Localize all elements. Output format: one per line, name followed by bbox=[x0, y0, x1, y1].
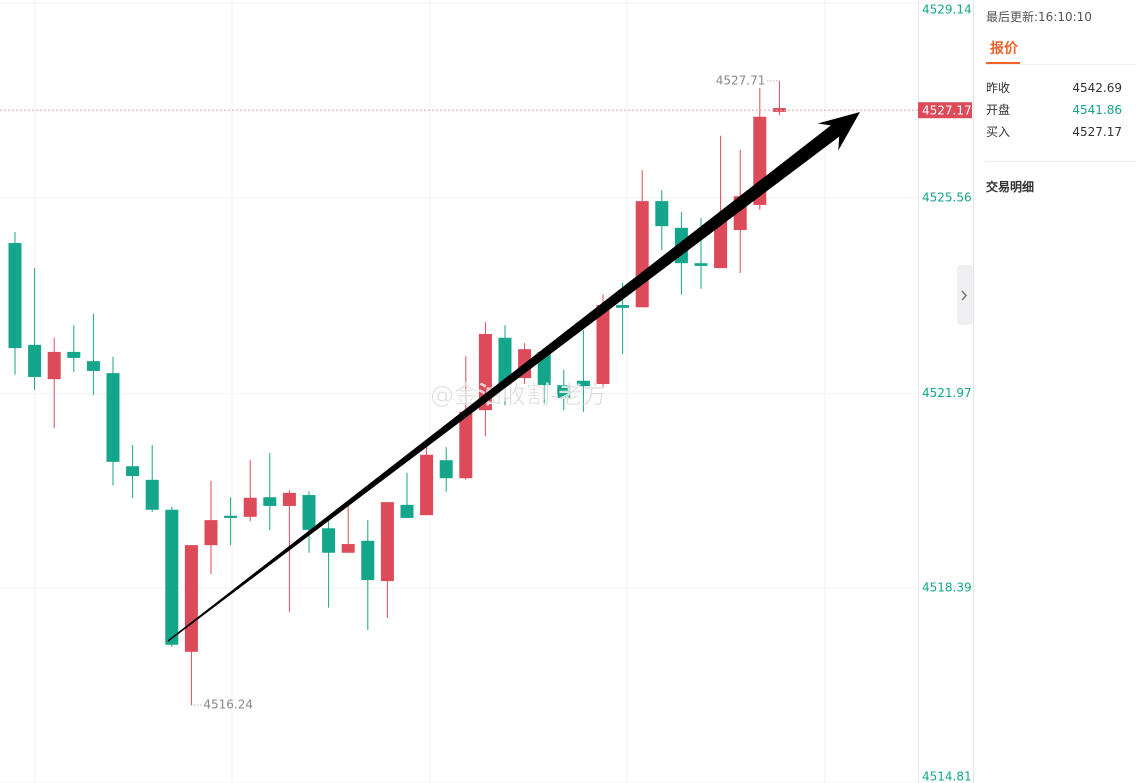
tab[interactable]: 报价 bbox=[990, 41, 1018, 57]
candle-body bbox=[557, 385, 571, 399]
section-title: 交易明细 bbox=[986, 180, 1035, 194]
quote-row: 开盘 4541.86 bbox=[986, 99, 1122, 121]
candle-body bbox=[243, 497, 257, 517]
candle-body bbox=[772, 108, 786, 112]
watermark: @金油收割-老方 bbox=[430, 381, 607, 409]
candle-body bbox=[67, 351, 81, 358]
candle-body bbox=[282, 492, 296, 506]
y-tick-label: 4521.97 bbox=[922, 386, 972, 400]
candle-body bbox=[439, 460, 453, 479]
collapse-icon[interactable] bbox=[961, 290, 968, 301]
quote-row: 买入 4527.17 bbox=[986, 121, 1122, 143]
candle-body bbox=[184, 545, 198, 652]
candle-body bbox=[361, 540, 375, 580]
trend-arrow bbox=[167, 112, 861, 642]
candle-body bbox=[86, 361, 100, 371]
candle-body bbox=[459, 411, 473, 479]
quote-row: 昨收 4542.69 bbox=[986, 77, 1122, 99]
quote-value: 4542.69 bbox=[1072, 81, 1122, 95]
last-price-box bbox=[918, 102, 972, 119]
candle-body bbox=[8, 243, 22, 349]
chart: 4514.81 4518.39 4521.97 4525.56 4529.14 4527.… bbox=[0, 0, 974, 783]
candle-body bbox=[204, 520, 218, 546]
candle-body bbox=[635, 201, 649, 308]
candle-body bbox=[420, 454, 434, 516]
candle-body bbox=[616, 305, 630, 308]
quote-label: 买入 bbox=[986, 125, 1011, 139]
last-price-label: 4527.17 bbox=[922, 104, 972, 118]
divider bbox=[986, 161, 1136, 162]
divider bbox=[986, 64, 1136, 65]
candle-body bbox=[400, 504, 414, 518]
low-label: 4516.24 bbox=[203, 698, 253, 712]
y-tick-label: 4525.56 bbox=[922, 190, 972, 204]
candle-body bbox=[28, 344, 42, 377]
sidebar: 最后更新:16:10:10 报价 昨收 4542.69 开盘 4541.86 买入 4… bbox=[974, 0, 1136, 783]
candle-body bbox=[145, 479, 159, 510]
candle-body bbox=[106, 373, 120, 462]
y-tick-label: 4514.81 bbox=[922, 770, 972, 783]
candle-body bbox=[694, 263, 708, 266]
candle-body bbox=[655, 201, 669, 227]
last-update: 最后更新:16:10:10 bbox=[986, 10, 1092, 24]
quote-value: 4541.86 bbox=[1072, 103, 1122, 117]
candle-body bbox=[576, 380, 590, 387]
y-tick-label: 4518.39 bbox=[922, 581, 972, 595]
candle-body bbox=[322, 528, 336, 553]
candle-body bbox=[596, 305, 610, 385]
high-label: 4527.71 bbox=[716, 73, 766, 87]
candle-body bbox=[341, 544, 355, 553]
candle-body bbox=[498, 337, 512, 386]
candle-body bbox=[714, 220, 728, 269]
quote-value: 4527.17 bbox=[1072, 125, 1122, 139]
y-tick-label: 4529.14 bbox=[922, 3, 972, 17]
tab-underline bbox=[986, 62, 1020, 64]
candle-body bbox=[126, 466, 140, 477]
candle-body bbox=[302, 495, 316, 530]
candle-body bbox=[263, 497, 277, 506]
candle-body bbox=[47, 351, 61, 380]
quote-label: 开盘 bbox=[986, 103, 1011, 117]
candle-body bbox=[224, 515, 238, 518]
candle-body bbox=[165, 509, 179, 645]
candle-body bbox=[380, 502, 394, 582]
quote-label: 昨收 bbox=[986, 81, 1011, 95]
